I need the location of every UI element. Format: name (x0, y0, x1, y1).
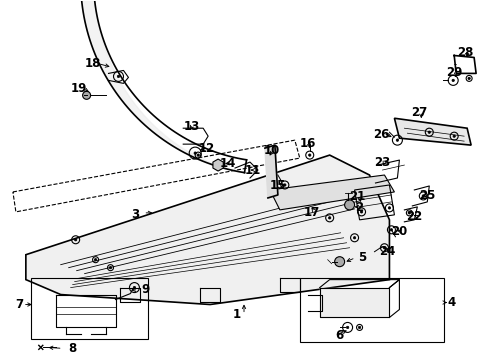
Circle shape (453, 135, 455, 138)
Polygon shape (26, 155, 390, 305)
Text: 2: 2 (355, 201, 364, 215)
Text: 1: 1 (233, 308, 241, 321)
Circle shape (194, 152, 196, 154)
Text: 9: 9 (141, 283, 149, 296)
Polygon shape (265, 145, 278, 198)
Circle shape (335, 257, 344, 267)
Text: 21: 21 (349, 190, 366, 203)
Circle shape (83, 91, 91, 99)
Circle shape (344, 200, 355, 210)
Text: 3: 3 (131, 208, 140, 221)
Text: 24: 24 (379, 245, 395, 258)
Circle shape (346, 326, 349, 329)
Circle shape (360, 211, 363, 213)
Circle shape (388, 207, 391, 209)
Circle shape (358, 326, 361, 329)
Circle shape (390, 229, 392, 231)
Circle shape (396, 139, 398, 141)
Text: 27: 27 (411, 106, 427, 119)
Text: 26: 26 (373, 128, 390, 141)
Bar (31, 278, 148, 339)
Text: 18: 18 (84, 57, 101, 70)
Circle shape (95, 258, 97, 261)
Circle shape (74, 239, 77, 241)
Text: 17: 17 (304, 206, 320, 219)
Text: 19: 19 (71, 82, 87, 95)
Text: 22: 22 (406, 210, 422, 223)
Circle shape (109, 266, 112, 269)
Circle shape (353, 237, 356, 239)
Circle shape (428, 131, 431, 134)
Text: 7: 7 (15, 298, 23, 311)
Circle shape (468, 77, 470, 80)
Text: 15: 15 (270, 180, 286, 193)
Text: 25: 25 (419, 189, 436, 202)
Circle shape (197, 154, 199, 156)
Polygon shape (213, 159, 223, 171)
Text: 5: 5 (358, 251, 367, 264)
Circle shape (452, 79, 454, 82)
Text: 11: 11 (245, 163, 261, 176)
Text: 16: 16 (299, 137, 316, 150)
Polygon shape (319, 288, 390, 318)
Text: 6: 6 (336, 329, 344, 342)
Text: 4: 4 (447, 296, 455, 309)
Circle shape (117, 75, 120, 78)
Text: 14: 14 (220, 157, 236, 170)
Text: 8: 8 (69, 342, 77, 355)
Text: 23: 23 (374, 156, 391, 168)
Text: 10: 10 (264, 144, 280, 157)
Circle shape (422, 195, 424, 197)
Text: 28: 28 (457, 46, 473, 59)
Text: 29: 29 (446, 66, 463, 79)
Circle shape (328, 217, 331, 219)
Polygon shape (394, 118, 471, 145)
Circle shape (309, 154, 311, 156)
Circle shape (408, 212, 411, 214)
Text: 20: 20 (392, 225, 408, 238)
Circle shape (383, 247, 386, 249)
Text: 12: 12 (199, 141, 215, 155)
Circle shape (284, 184, 286, 186)
Text: 13: 13 (184, 120, 200, 133)
Polygon shape (270, 175, 394, 210)
Bar (300, 278, 444, 342)
Circle shape (133, 287, 136, 289)
